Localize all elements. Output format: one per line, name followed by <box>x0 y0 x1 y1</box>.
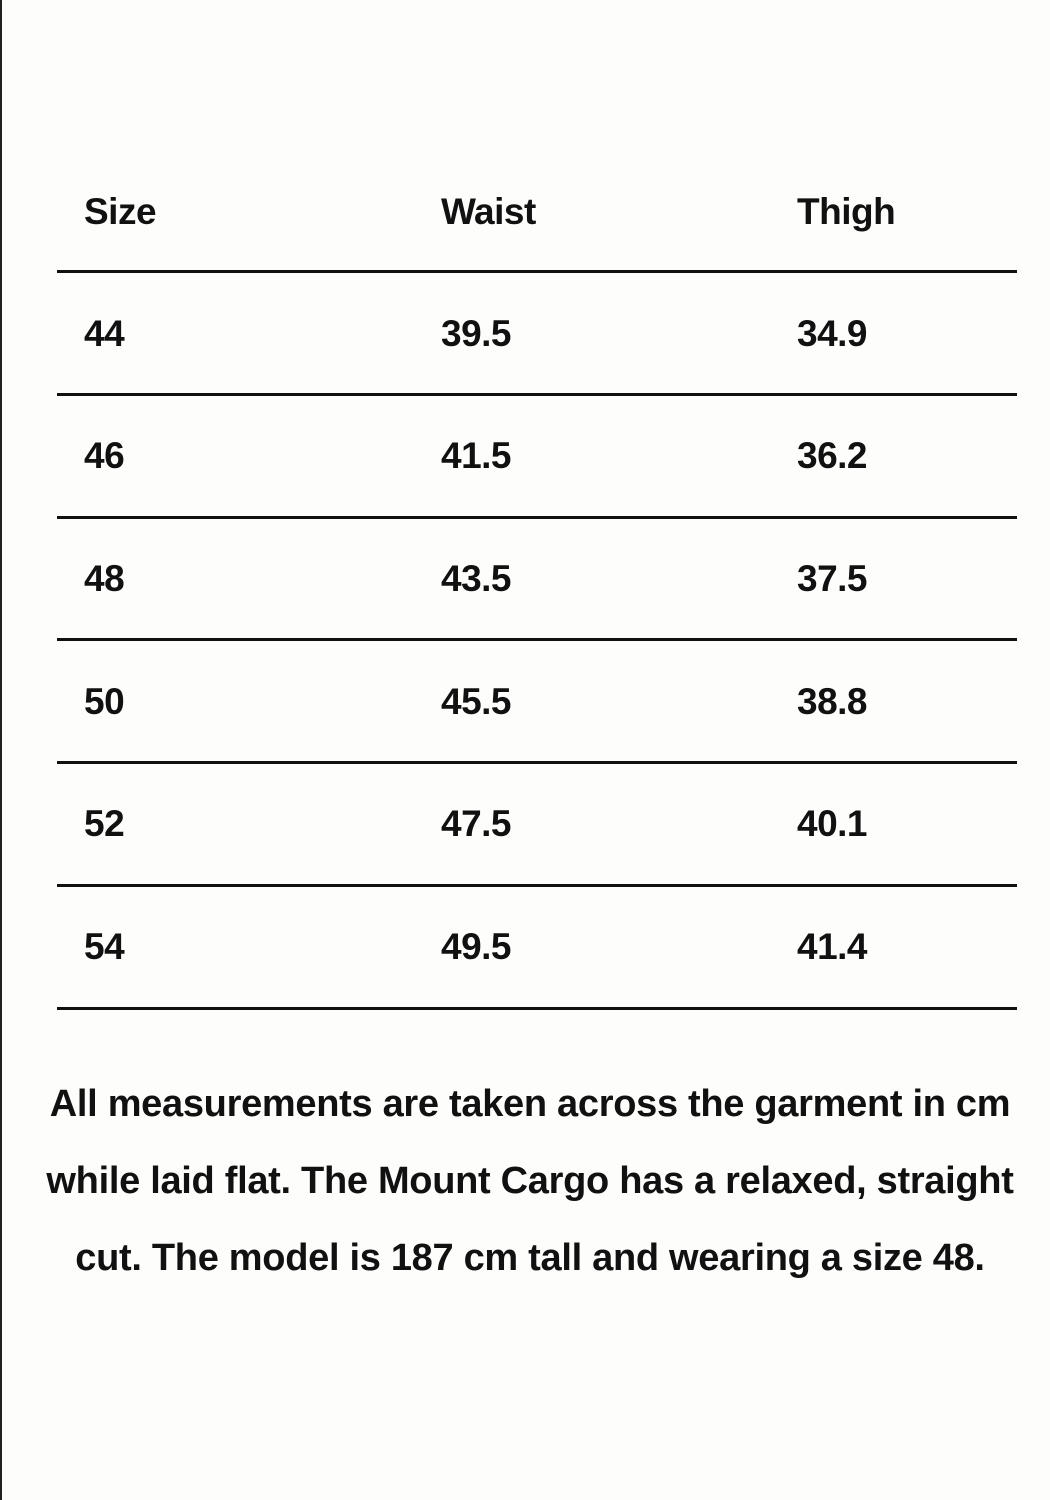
header-thigh: Thigh <box>797 190 896 232</box>
left-border <box>0 0 2 1500</box>
divider <box>57 638 1017 642</box>
cell-thigh: 40.1 <box>797 803 868 845</box>
cell-size: 44 <box>84 312 125 354</box>
cell-thigh: 36.2 <box>797 435 868 477</box>
table-row: 46 41.5 36.2 <box>57 395 1017 518</box>
header-waist: Waist <box>441 190 536 232</box>
cell-waist: 49.5 <box>441 926 512 967</box>
cell-waist: 41.5 <box>441 435 512 477</box>
divider <box>57 270 1017 273</box>
cell-size: 46 <box>84 435 125 477</box>
table-row: 48 43.5 37.5 <box>57 517 1017 640</box>
divider <box>57 515 1017 519</box>
cell-waist: 43.5 <box>441 557 512 599</box>
measurement-note: All measurements are taken across the ga… <box>46 1083 1014 1279</box>
cell-size: 52 <box>84 803 125 845</box>
header-size: Size <box>84 190 157 232</box>
cell-waist: 45.5 <box>441 680 512 722</box>
cell-thigh: 34.9 <box>797 312 868 354</box>
table-row: 54 49.5 41.4 <box>57 886 1017 1009</box>
cell-thigh: 41.4 <box>797 926 868 967</box>
cell-waist: 39.5 <box>441 312 512 354</box>
cell-size: 54 <box>84 926 125 967</box>
table-row: 50 45.5 38.8 <box>57 640 1017 763</box>
table-header: Size Waist Thigh <box>57 150 1017 273</box>
table-row: 52 47.5 40.1 <box>57 763 1017 886</box>
cell-waist: 47.5 <box>441 803 512 845</box>
divider <box>57 1006 1017 1010</box>
table-row: 44 39.5 34.9 <box>57 272 1017 395</box>
cell-thigh: 37.5 <box>797 557 868 599</box>
divider <box>57 883 1017 887</box>
cell-thigh: 38.8 <box>797 680 868 722</box>
cell-size: 48 <box>84 557 125 599</box>
divider <box>57 761 1017 765</box>
divider <box>57 393 1017 396</box>
cell-size: 50 <box>84 680 125 722</box>
